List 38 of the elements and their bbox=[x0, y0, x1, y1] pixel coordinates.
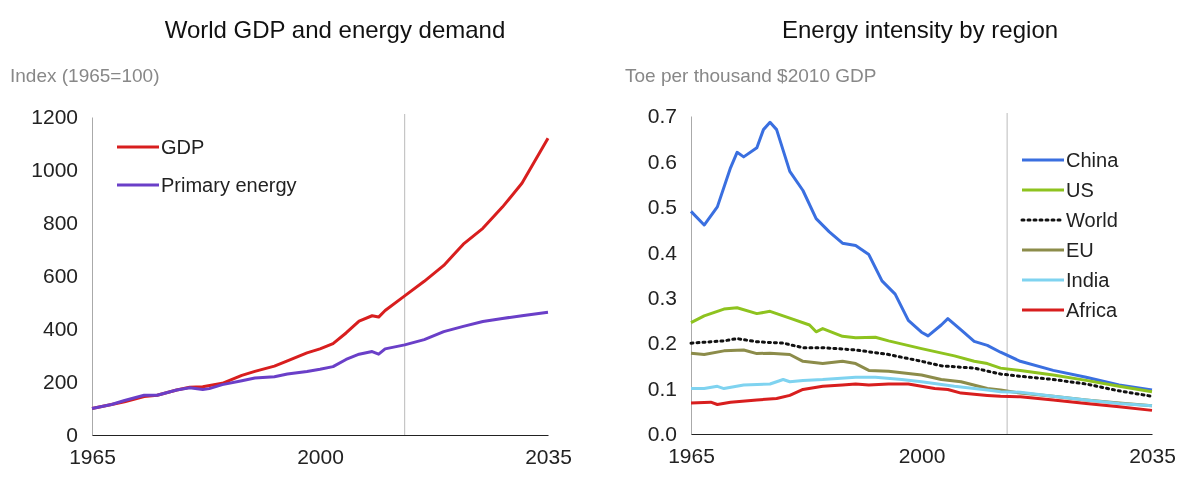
y-axis-title: Toe per thousand $2010 GDP bbox=[625, 65, 877, 86]
line-series bbox=[689, 337, 1154, 398]
y-tick-label: 400 bbox=[42, 317, 78, 341]
y-tick-label: 0.0 bbox=[647, 422, 677, 446]
line-series bbox=[689, 120, 1154, 392]
x-tick-label: 1965 bbox=[69, 444, 116, 468]
y-axis-title: Index (1965=100) bbox=[10, 65, 160, 86]
line-series bbox=[689, 375, 1154, 408]
chart-title: Energy intensity by region bbox=[781, 16, 1059, 43]
legend-label: GDP bbox=[161, 136, 205, 158]
line-series bbox=[689, 382, 1154, 412]
x-tick-label: 2035 bbox=[525, 444, 572, 468]
y-tick-label: 0.5 bbox=[647, 195, 677, 219]
y-tick-label: 0.1 bbox=[647, 376, 677, 400]
y-tick-label: 1200 bbox=[31, 105, 78, 129]
legend-label: US bbox=[1066, 179, 1094, 201]
x-tick-label: 2000 bbox=[297, 444, 344, 468]
legend-label: Africa bbox=[1066, 299, 1118, 321]
line-series bbox=[90, 310, 550, 410]
y-tick-label: 0.2 bbox=[647, 331, 677, 355]
y-tick-label: 0.3 bbox=[647, 285, 677, 309]
y-tick-label: 1000 bbox=[31, 158, 78, 182]
x-tick-label: 2000 bbox=[898, 443, 946, 467]
y-tick-label: 200 bbox=[42, 370, 78, 394]
y-tick-label: 0.7 bbox=[647, 104, 677, 128]
y-tick-label: 0.4 bbox=[647, 240, 678, 264]
legend-label: India bbox=[1066, 269, 1111, 291]
legend-label: Primary energy bbox=[161, 174, 297, 196]
legend-label: EU bbox=[1066, 239, 1094, 261]
legend-label: China bbox=[1066, 149, 1120, 171]
x-tick-label: 1965 bbox=[668, 443, 715, 467]
chart-title: World GDP and energy demand bbox=[164, 16, 506, 43]
y-tick-label: 600 bbox=[42, 264, 78, 288]
legend-label: World bbox=[1066, 209, 1118, 231]
y-tick-label: 0 bbox=[66, 423, 78, 447]
y-tick-label: 800 bbox=[42, 211, 78, 235]
x-tick-label: 2035 bbox=[1129, 443, 1176, 467]
y-tick-label: 0.6 bbox=[647, 149, 677, 173]
